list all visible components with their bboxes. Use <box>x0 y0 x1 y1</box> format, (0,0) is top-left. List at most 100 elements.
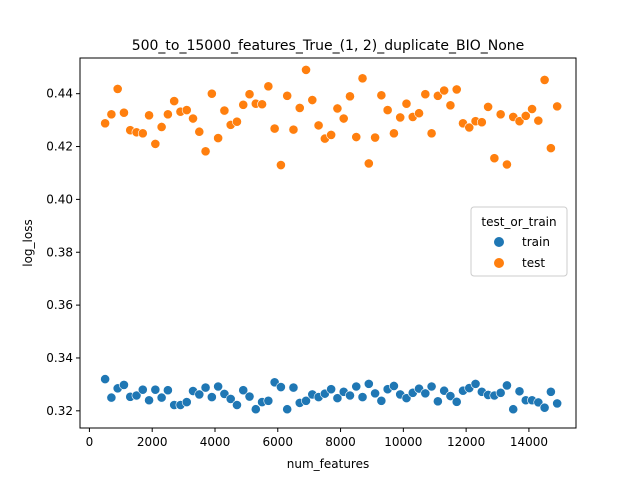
train-point <box>301 395 311 406</box>
train-point <box>250 404 261 415</box>
x-tick-label: 2000 <box>137 435 168 449</box>
x-tick-label: 10000 <box>384 435 422 449</box>
test-point <box>213 133 224 143</box>
train-point <box>194 389 205 400</box>
test-point <box>376 90 387 101</box>
test-point <box>232 116 242 127</box>
y-tick-label: 0.34 <box>46 351 73 365</box>
x-axis-ticks: 0 2000 4000 6000 8000 10000 12000 14000 <box>86 428 548 449</box>
y-tick-label: 0.42 <box>46 140 73 154</box>
train-point <box>150 384 161 395</box>
test-point <box>527 104 537 114</box>
test-point <box>112 84 123 94</box>
test-point <box>514 116 525 127</box>
train-point <box>276 382 286 392</box>
test-point <box>162 109 173 120</box>
train-point <box>119 380 129 390</box>
test-point <box>401 98 412 109</box>
train-point <box>420 388 431 399</box>
test-point <box>276 160 286 170</box>
test-point <box>169 96 180 106</box>
train-point <box>357 392 368 402</box>
train-point <box>345 390 355 401</box>
train-point <box>232 400 242 410</box>
train-point <box>389 381 399 391</box>
test-point <box>414 108 424 119</box>
test-point <box>269 123 280 134</box>
test-point <box>200 146 211 157</box>
test-point <box>395 112 406 123</box>
x-tick-label: 8000 <box>325 435 356 449</box>
train-point <box>533 397 544 408</box>
test-point <box>483 101 494 112</box>
train-point <box>495 387 506 398</box>
y-tick-label: 0.38 <box>46 245 73 259</box>
test-point <box>552 101 563 112</box>
test-point <box>181 105 192 115</box>
train-point <box>100 374 111 385</box>
train-point <box>502 380 512 391</box>
train-point <box>376 395 387 406</box>
test-point <box>100 118 111 129</box>
train-point <box>552 398 563 409</box>
legend-label-train: train <box>522 235 550 249</box>
train-point <box>539 402 550 413</box>
train-point <box>401 393 412 404</box>
test-point <box>257 99 267 110</box>
test-point <box>263 81 274 92</box>
test-point <box>156 122 167 132</box>
test-point <box>445 100 456 111</box>
test-point <box>489 153 500 164</box>
y-axis-ticks: 0.32 0.34 0.36 0.38 0.40 0.42 0.44 <box>46 87 80 418</box>
train-point <box>426 381 437 392</box>
test-point <box>533 115 544 126</box>
test-point <box>219 105 230 116</box>
test-point <box>464 122 475 133</box>
test-point <box>345 91 355 102</box>
train-point <box>144 395 154 406</box>
test-point <box>144 110 154 121</box>
legend: test_or_train train test <box>470 206 568 277</box>
train-point <box>206 392 217 402</box>
test-point <box>520 110 531 121</box>
test-point <box>313 120 324 131</box>
legend-title: test_or_train <box>481 215 556 229</box>
test-point <box>539 75 550 85</box>
train-point <box>445 391 456 401</box>
train-point <box>131 390 142 401</box>
test-point <box>238 99 249 110</box>
x-tick-label: 14000 <box>510 435 548 449</box>
train-point <box>451 396 462 407</box>
test-point <box>307 95 318 105</box>
test-point <box>332 103 343 114</box>
train-point <box>244 391 255 402</box>
test-point <box>301 64 311 75</box>
test-point <box>288 124 299 135</box>
test-point <box>188 113 198 124</box>
train-point <box>137 384 148 395</box>
chart-title: 500_to_15000_features_True_(1, 2)_duplic… <box>132 38 525 54</box>
x-axis-label: num_features <box>287 457 369 471</box>
train-point <box>225 394 236 404</box>
test-point <box>432 90 443 101</box>
test-point <box>351 132 362 142</box>
train-point <box>514 386 525 397</box>
test-point <box>119 107 129 118</box>
train-point <box>363 378 374 389</box>
test-point <box>451 84 462 95</box>
y-tick-label: 0.36 <box>46 298 73 312</box>
test-point <box>502 159 512 170</box>
train-point <box>351 381 362 392</box>
y-tick-label: 0.44 <box>46 87 73 101</box>
test-point <box>294 103 305 113</box>
test-point <box>326 130 337 140</box>
legend-label-test: test <box>522 256 545 270</box>
test-point <box>194 126 205 137</box>
test-point <box>363 158 374 169</box>
train-point <box>326 384 337 395</box>
train-point <box>238 385 249 396</box>
test-point <box>357 73 368 84</box>
test-point <box>420 89 431 100</box>
test-point <box>150 138 161 149</box>
